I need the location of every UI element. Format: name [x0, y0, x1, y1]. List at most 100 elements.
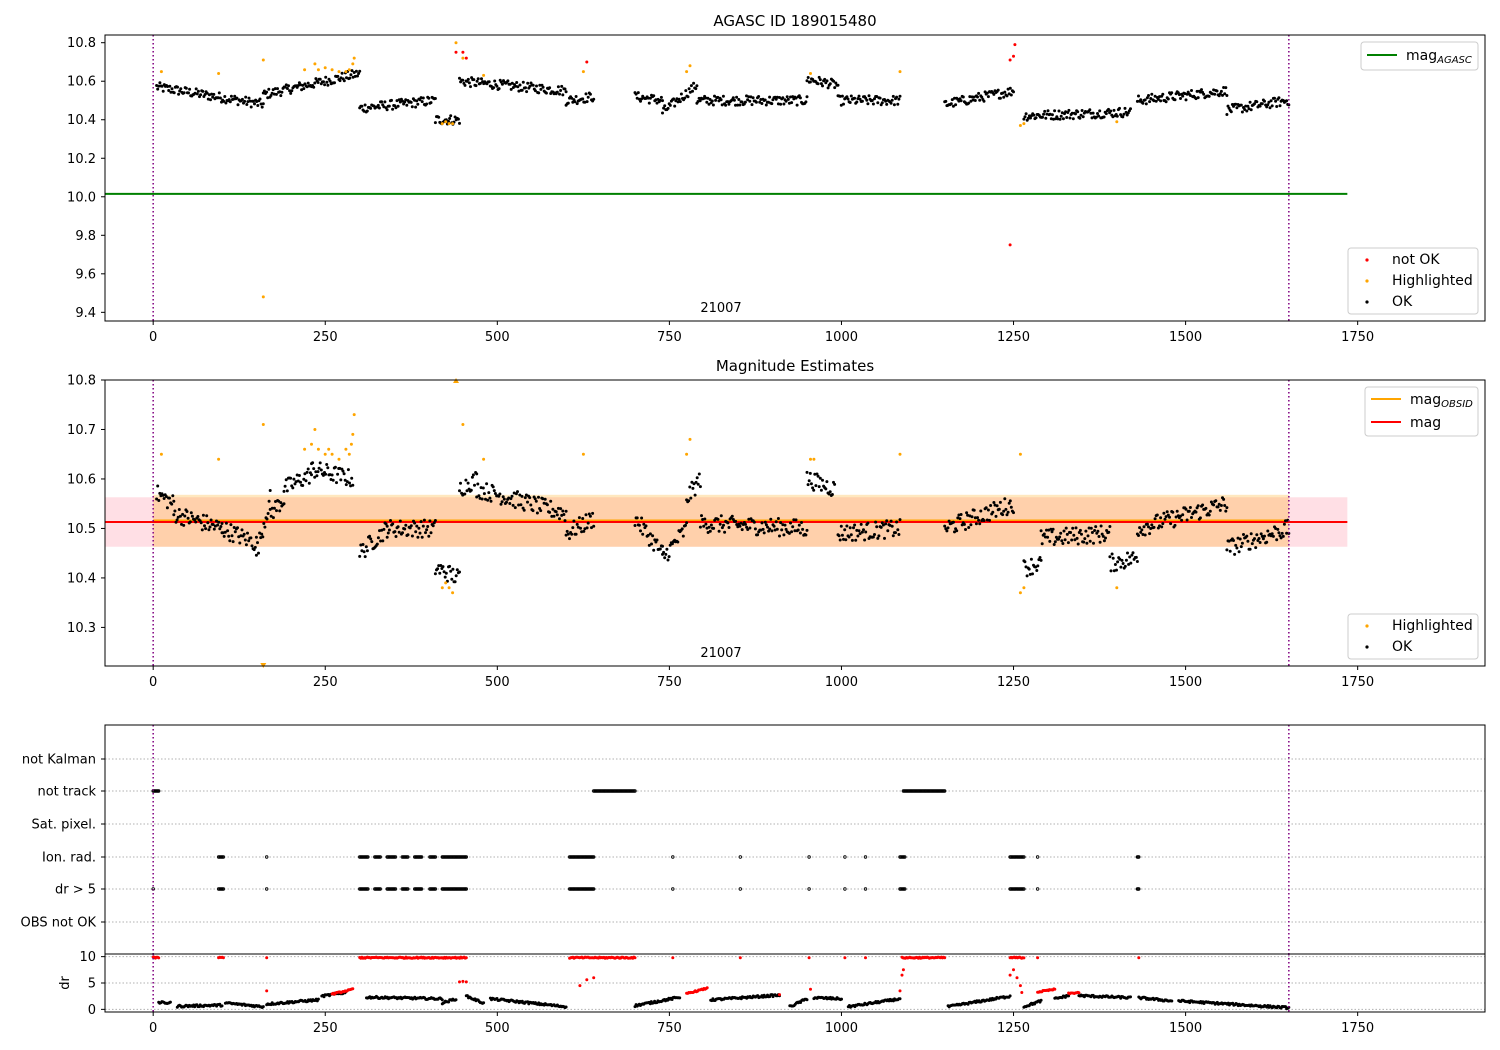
- magnitude-ytick-label: 10.7: [67, 423, 96, 438]
- ok-point: [898, 94, 902, 98]
- ok-point: [351, 483, 355, 487]
- ok-point: [256, 541, 259, 545]
- ok-point: [1090, 531, 1094, 534]
- ok-point: [845, 524, 849, 528]
- dr-not-ok-point: [901, 968, 905, 972]
- ok-point: [694, 87, 698, 91]
- ok-point: [658, 547, 662, 551]
- magnitude-xtick-label: 1250: [997, 675, 1030, 690]
- ok-point: [187, 91, 190, 95]
- ok-point: [196, 515, 200, 518]
- ok-point: [798, 96, 802, 100]
- ok-point: [290, 89, 294, 93]
- ok-point: [387, 104, 391, 108]
- ok-point: [1135, 99, 1139, 103]
- ok-point: [1225, 94, 1229, 97]
- ok-point: [315, 474, 319, 478]
- ok-point: [444, 571, 448, 575]
- ok-point: [970, 515, 974, 519]
- ok-point: [740, 528, 744, 532]
- ok-point: [756, 533, 760, 537]
- ok-point: [193, 518, 197, 522]
- ok-point: [1070, 111, 1074, 115]
- ok-point: [992, 501, 996, 504]
- dr-not-ok-point: [1137, 956, 1141, 960]
- ok-point: [563, 519, 567, 523]
- ok-point: [292, 477, 296, 481]
- ok-point: [201, 513, 205, 517]
- ok-point: [526, 81, 530, 85]
- ok-point: [1025, 574, 1029, 578]
- ok-point: [385, 535, 389, 539]
- ok-point: [299, 480, 302, 484]
- ok-point: [349, 73, 353, 77]
- ok-point: [895, 95, 899, 99]
- ok-point: [505, 500, 508, 504]
- flag-point: [903, 855, 907, 859]
- flag-category-label: Ion. rad.: [42, 851, 96, 866]
- ok-point: [1246, 104, 1250, 108]
- ok-point: [475, 472, 479, 476]
- ok-point: [345, 480, 349, 484]
- ok-point: [860, 99, 864, 103]
- ok-point: [1225, 548, 1229, 552]
- ok-point: [1121, 115, 1125, 119]
- ok-point: [854, 538, 858, 542]
- ok-point: [875, 525, 879, 529]
- ok-point: [705, 100, 709, 104]
- ok-point: [876, 101, 880, 105]
- ok-point: [1181, 513, 1185, 517]
- ok-point: [898, 518, 902, 522]
- ok-point: [805, 79, 809, 83]
- ok-point: [1285, 99, 1289, 103]
- ok-point: [1076, 110, 1080, 114]
- ok-point: [694, 480, 698, 484]
- ok-point: [1048, 539, 1052, 543]
- ok-point: [178, 89, 182, 93]
- ok-point: [422, 518, 426, 522]
- ok-point: [556, 506, 560, 510]
- ok-point: [215, 519, 218, 523]
- ok-point: [166, 85, 170, 88]
- highlighted-point: [688, 64, 692, 68]
- ok-point: [1148, 532, 1152, 536]
- ok-point: [980, 95, 984, 99]
- ok-point: [890, 524, 894, 528]
- not-ok-point: [1013, 43, 1017, 47]
- ok-point: [821, 84, 824, 88]
- highlighted-point: [330, 68, 334, 72]
- ok-point: [979, 509, 983, 513]
- ok-point: [1280, 531, 1284, 535]
- ok-point: [522, 508, 526, 512]
- ok-point: [342, 472, 346, 476]
- ok-point: [328, 79, 332, 83]
- ok-point: [157, 499, 161, 502]
- dr-not-ok-point: [633, 956, 637, 960]
- ok-point: [162, 497, 166, 500]
- highlighted-point: [323, 452, 327, 456]
- ok-point: [465, 489, 469, 493]
- ok-point: [687, 87, 691, 91]
- flag-point: [265, 887, 269, 891]
- ok-point: [684, 89, 688, 93]
- ok-point: [168, 84, 172, 88]
- highlighted-point: [337, 70, 341, 74]
- ok-point: [222, 534, 226, 538]
- ok-point: [304, 479, 308, 483]
- highlighted-point: [685, 70, 689, 74]
- ok-point: [1118, 106, 1121, 110]
- ok-point: [1078, 116, 1082, 120]
- ok-point: [683, 96, 687, 100]
- highlighted-point: [482, 73, 486, 77]
- ok-point: [588, 514, 592, 518]
- ok-point: [413, 521, 417, 525]
- ok-point: [1240, 110, 1244, 114]
- ok-point: [391, 107, 395, 111]
- ok-point: [346, 468, 350, 472]
- ok-point: [785, 95, 789, 99]
- ok-point: [1166, 97, 1170, 101]
- ok-point: [256, 104, 260, 107]
- agasc-panel: AGASC ID 189015480 0 250 500 750 1000 1250 150…: [67, 12, 1486, 345]
- ok-point: [228, 100, 232, 104]
- ok-point: [866, 102, 870, 106]
